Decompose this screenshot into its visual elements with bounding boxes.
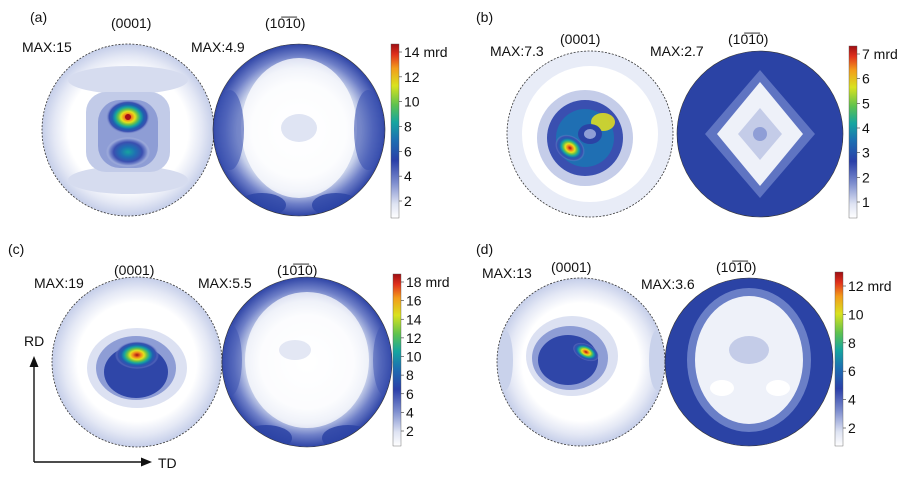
basal-pole-figure bbox=[42, 44, 214, 216]
panel-d: (d) (0001) (10̅1̅0) MAX:13 MAX:3.6 2 4 6 8 1… bbox=[476, 241, 892, 447]
panel-b: (b) (0001) (10̅1̅0) MAX:7.3 MAX:2.7 bbox=[476, 9, 898, 219]
colorbar-tick-label: 2 bbox=[862, 169, 870, 185]
colorbar-tick-label: 6 bbox=[406, 386, 414, 402]
basal-max-label: MAX:13 bbox=[482, 265, 532, 281]
max-intensity-marker bbox=[125, 114, 131, 120]
prism-pole-figure bbox=[222, 277, 392, 447]
colorbar-tick-label: 4 bbox=[404, 168, 412, 184]
colorbar-tick-label: 14 mrd bbox=[404, 44, 448, 60]
colorbar-tick-label: 16 bbox=[406, 293, 422, 309]
colorbar-tick-label: 3 bbox=[862, 145, 870, 161]
prism-max-label: MAX:5.5 bbox=[198, 275, 252, 291]
basal-plane-label: (0001) bbox=[114, 262, 154, 278]
panel-label: (a) bbox=[30, 9, 47, 25]
panel-a: (a) (0001) (10̅1̅0) MAX:15 MAX:4.9 bbox=[22, 9, 448, 219]
colorbar-tick-label: 10 bbox=[404, 94, 420, 110]
prism-plane-label: (10̅1̅0) bbox=[728, 31, 768, 47]
panel-label: (c) bbox=[8, 241, 24, 257]
basal-plane-label: (0001) bbox=[560, 31, 600, 47]
prism-plane-label: (10̅1̅0) bbox=[277, 262, 317, 278]
colorbar-tick-label: 6 bbox=[862, 71, 870, 87]
colorbar-tick-label: 8 bbox=[404, 119, 412, 135]
basal-pole-figure bbox=[507, 51, 673, 217]
basal-pole-figure bbox=[497, 278, 665, 446]
colorbar-tick-label: 6 bbox=[848, 363, 856, 379]
basal-max-label: MAX:7.3 bbox=[490, 43, 544, 59]
basal-plane-label: (0001) bbox=[551, 259, 591, 275]
rd-axis-label: RD bbox=[24, 333, 44, 349]
colorbar-tick-label: 12 mrd bbox=[848, 278, 892, 294]
colorbar-tick-label: 10 bbox=[406, 349, 422, 365]
td-axis-label: TD bbox=[158, 455, 177, 471]
prism-max-label: MAX:4.9 bbox=[191, 39, 245, 55]
colorbar-tick-label: 4 bbox=[848, 392, 856, 408]
basal-max-label: MAX:15 bbox=[22, 39, 72, 55]
colorbar-tick-label: 14 bbox=[406, 311, 422, 327]
prism-plane-label: (10̅1̅0) bbox=[716, 259, 756, 275]
basal-plane-label: (0001) bbox=[111, 15, 151, 31]
colorbar-tick-label: 12 bbox=[406, 330, 422, 346]
panel-label: (b) bbox=[476, 9, 493, 25]
colorbar-tick-label: 5 bbox=[862, 95, 870, 111]
prism-plane-label: (10̅1̅0) bbox=[265, 15, 305, 31]
colorbar-tick-label: 1 bbox=[862, 194, 870, 210]
colorbar-tick-label: 4 bbox=[862, 120, 870, 136]
sample-axes: RD TD bbox=[24, 333, 177, 471]
td-arrowhead-icon bbox=[141, 457, 152, 467]
colorbar-tick-label: 18 mrd bbox=[406, 274, 450, 290]
colorbar: 1 2 3 4 5 6 7 mrd bbox=[848, 45, 898, 219]
colorbar: 2 4 6 8 10 12 mrd bbox=[834, 271, 892, 447]
prism-pole-figure bbox=[213, 44, 385, 216]
colorbar: 2 4 6 8 10 12 14 mrd bbox=[390, 43, 448, 219]
basal-max-label: MAX:19 bbox=[34, 275, 84, 291]
prism-pole-figure bbox=[677, 51, 843, 217]
colorbar-tick-label: 8 bbox=[406, 367, 414, 383]
panel-label: (d) bbox=[476, 241, 493, 257]
colorbar-tick-label: 10 bbox=[848, 306, 864, 322]
prism-max-label: MAX:2.7 bbox=[650, 43, 704, 59]
colorbar-tick-label: 4 bbox=[406, 404, 414, 420]
colorbar-tick-label: 2 bbox=[848, 420, 856, 436]
colorbar-tick-label: 6 bbox=[404, 143, 412, 159]
rd-arrowhead-icon bbox=[29, 356, 39, 367]
basal-pole-figure bbox=[52, 277, 222, 447]
prism-pole-figure bbox=[665, 278, 833, 446]
colorbar-tick-label: 8 bbox=[848, 335, 856, 351]
panel-c: (c) (0001) (10̅1̅0) MAX:19 MAX:5.5 bbox=[8, 241, 450, 471]
colorbar-tick-label: 12 bbox=[404, 69, 420, 85]
colorbar-tick-label: 7 mrd bbox=[862, 46, 898, 62]
colorbar-tick-label: 2 bbox=[404, 193, 412, 209]
prism-max-label: MAX:3.6 bbox=[641, 276, 695, 292]
colorbar-tick-label: 2 bbox=[406, 423, 414, 439]
colorbar: 2 4 6 8 10 12 14 16 18 mrd bbox=[392, 273, 450, 447]
